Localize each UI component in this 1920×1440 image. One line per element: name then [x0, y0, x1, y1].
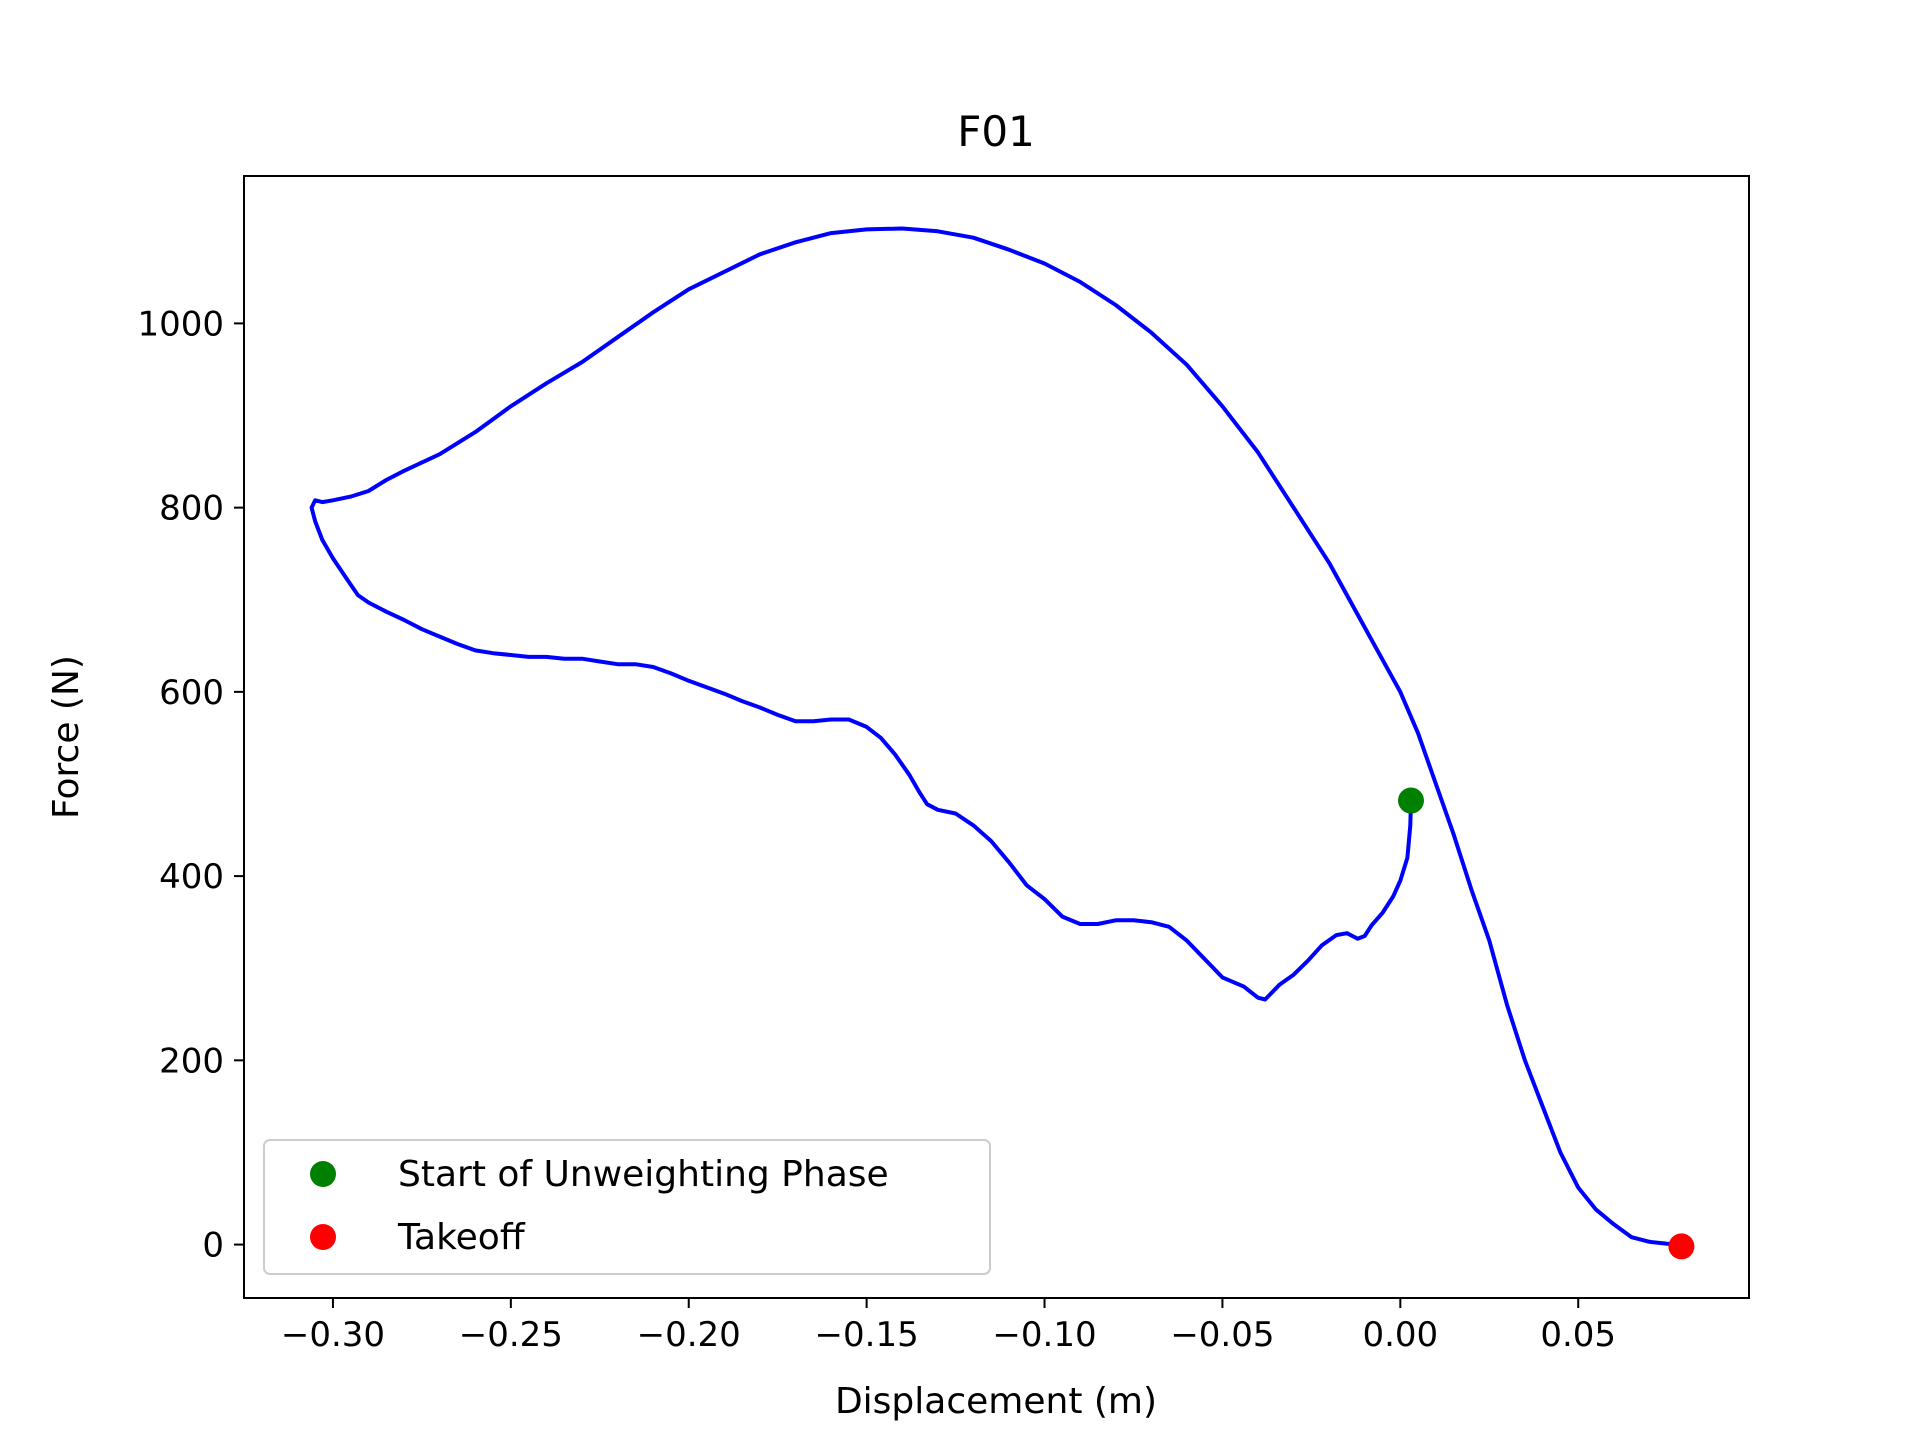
- legend-label-start-unweighting: Start of Unweighting Phase: [398, 1154, 889, 1195]
- legend-marker-takeoff: [310, 1224, 336, 1250]
- y-axis: 0 200 400 600 800 1000: [137, 304, 244, 1266]
- legend-marker-start-unweighting: [310, 1161, 336, 1187]
- x-tick-label: 0.00: [1362, 1315, 1438, 1355]
- series-line-0: [309, 226, 1684, 1247]
- y-tick-label: 400: [159, 857, 224, 897]
- legend-label-takeoff: Takeoff: [397, 1217, 526, 1258]
- y-tick-label: 600: [159, 673, 224, 713]
- y-axis-label: Force (N): [46, 655, 87, 819]
- x-tick-label: −0.05: [1170, 1315, 1274, 1355]
- chart-title: F01: [957, 107, 1035, 156]
- plot-frame: [243, 175, 1750, 1299]
- legend-box: [263, 1139, 991, 1275]
- x-tick-label: 0.05: [1540, 1315, 1616, 1355]
- y-tick-label: 200: [159, 1041, 224, 1081]
- marker-start-of-unweighting-phase: [1397, 787, 1424, 814]
- x-tick-label: −0.25: [459, 1315, 563, 1355]
- y-tick-label: 800: [159, 489, 224, 529]
- y-tick-label: 1000: [137, 304, 224, 344]
- x-axis-label: Displacement (m): [835, 1381, 1157, 1422]
- x-tick-label: −0.30: [281, 1315, 385, 1355]
- legend: Start of Unweighting Phase Takeoff: [263, 1139, 991, 1275]
- x-tick-label: −0.15: [815, 1315, 919, 1355]
- plot-area: [309, 226, 1695, 1260]
- x-tick-label: −0.10: [992, 1315, 1096, 1355]
- x-axis: −0.30 −0.25 −0.20 −0.15 −0.10 −0.05 0.00 0.05: [281, 1298, 1616, 1355]
- y-tick-label: 0: [202, 1226, 224, 1266]
- x-tick-label: −0.20: [637, 1315, 741, 1355]
- marker-takeoff: [1668, 1233, 1695, 1260]
